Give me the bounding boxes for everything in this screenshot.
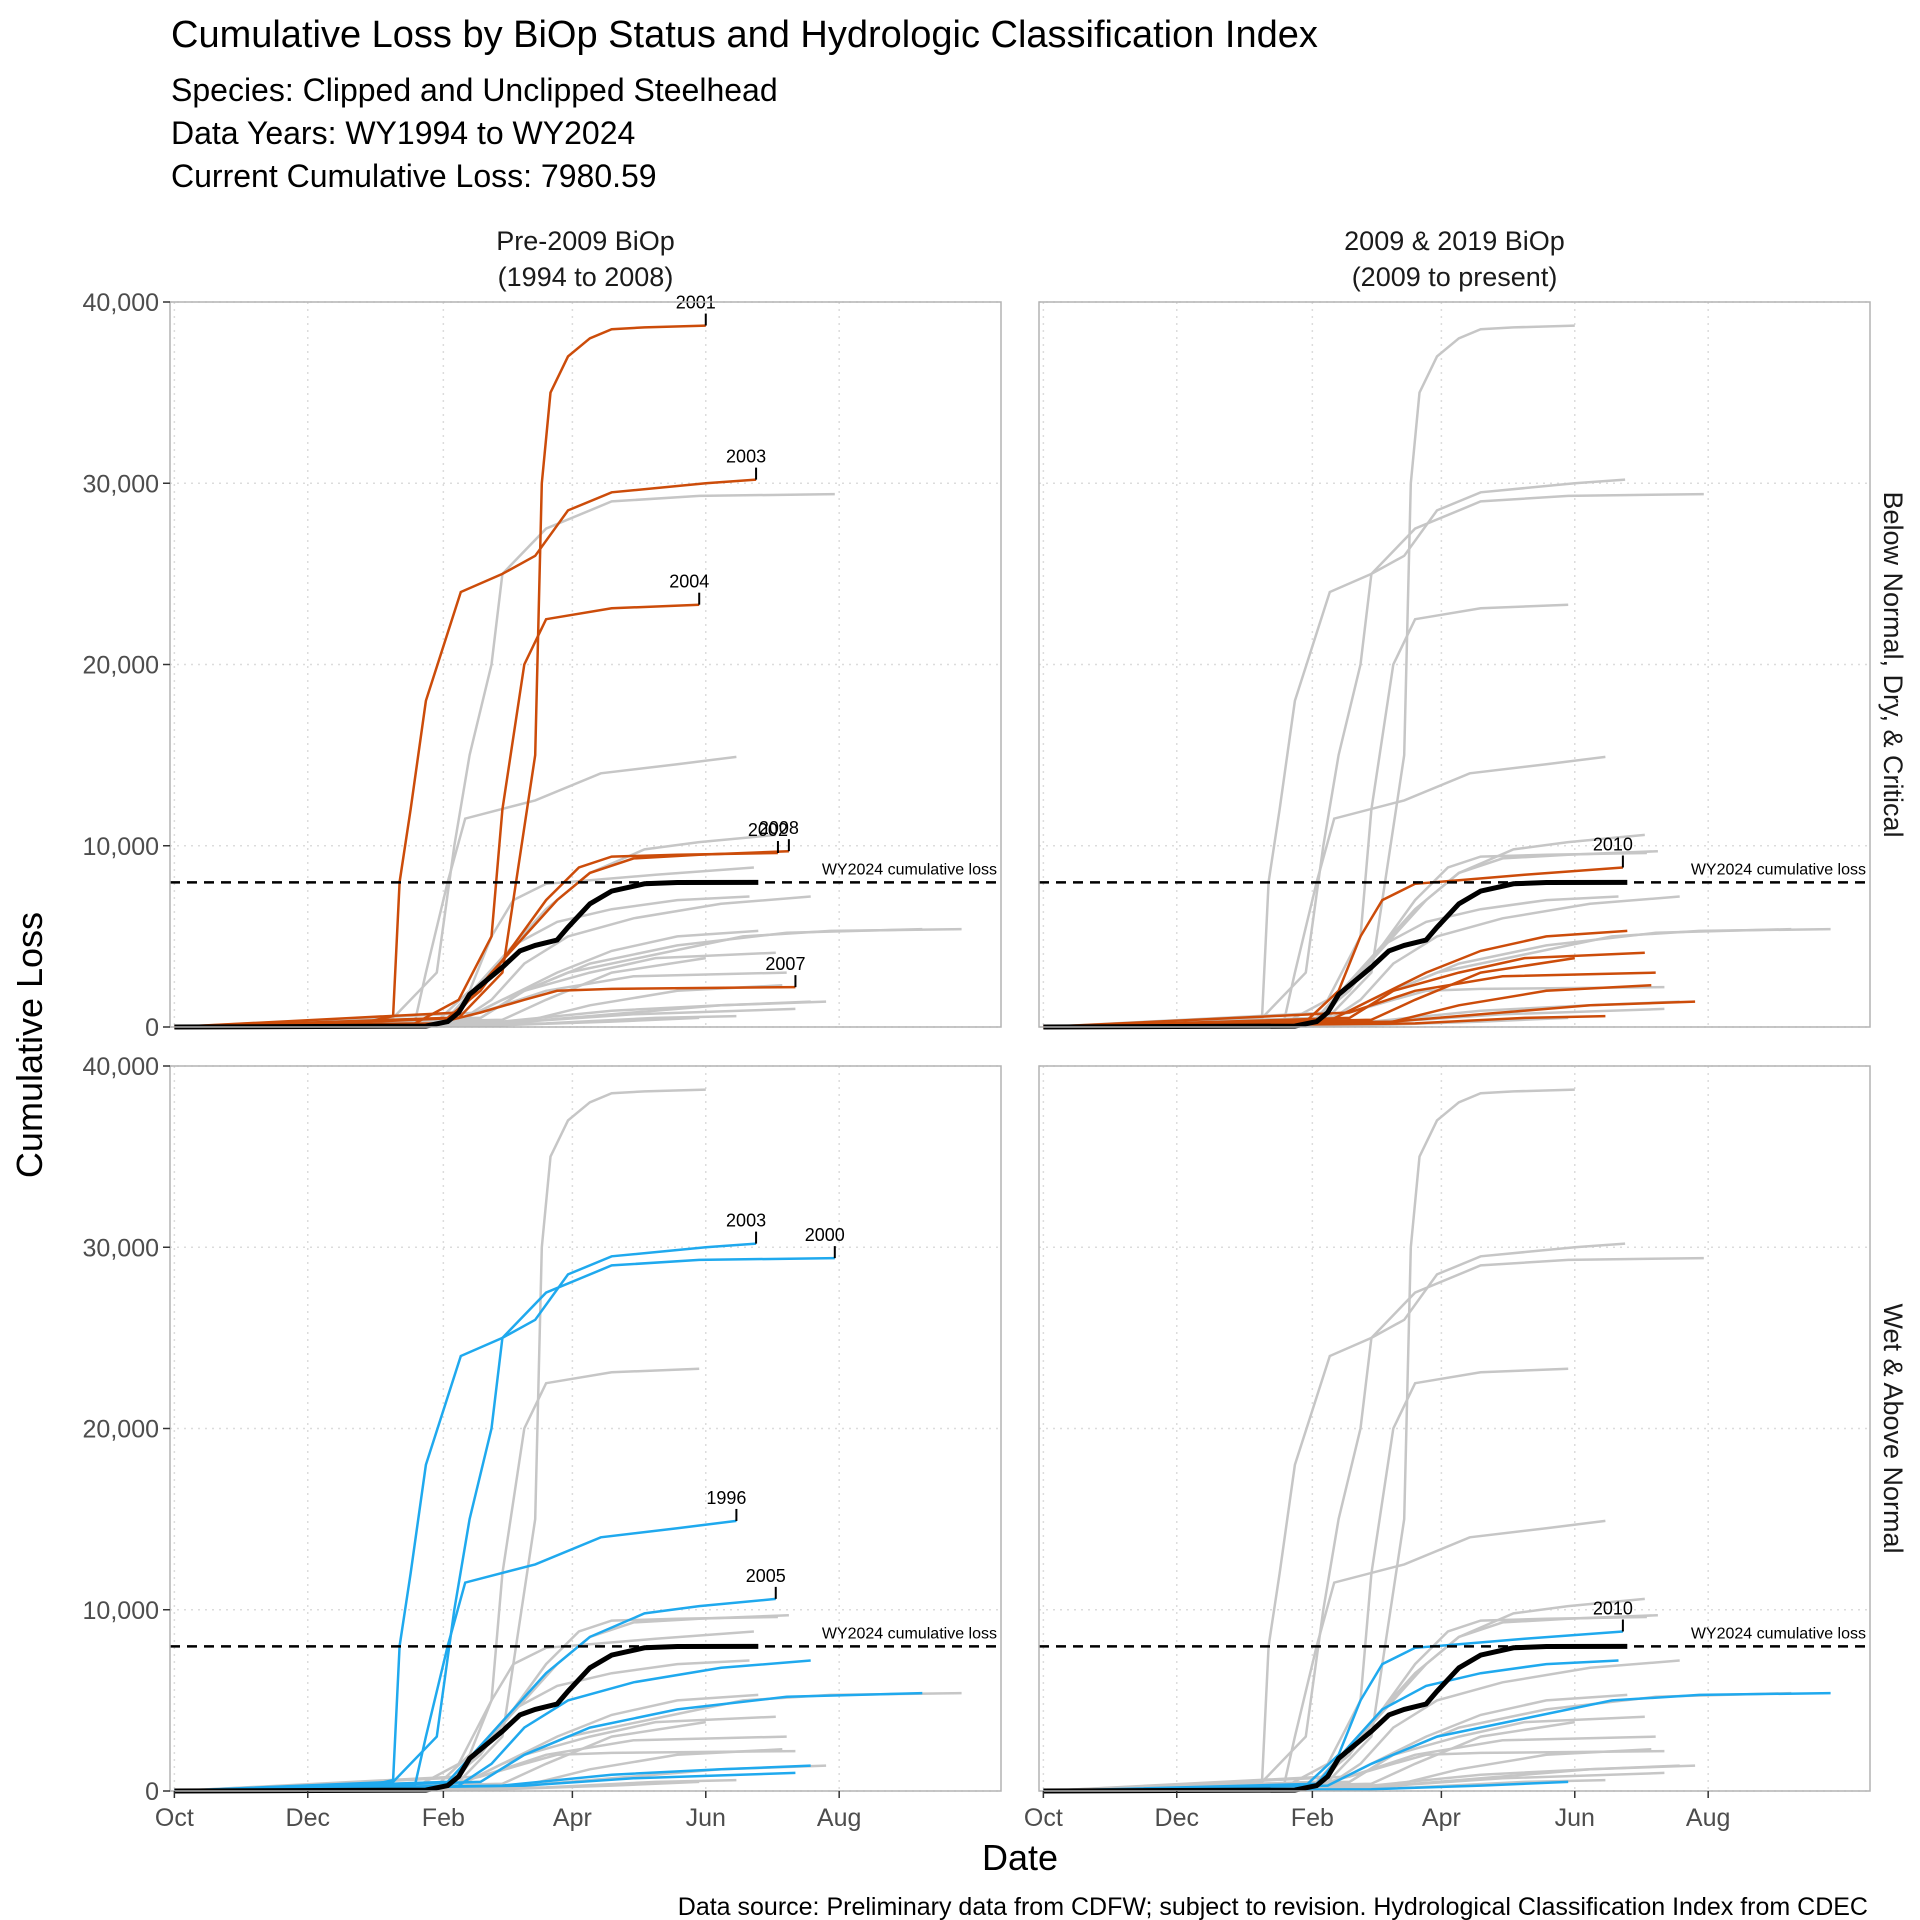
series-line: [1043, 1735, 1656, 1793]
x-tick-label: Feb: [1291, 1804, 1334, 1832]
column-strip: (2009 to present): [1352, 262, 1558, 292]
series-line: [174, 1691, 923, 1793]
series-label: 1996: [706, 1488, 746, 1508]
series-label: 2010: [1593, 1599, 1633, 1619]
current-line: [1043, 879, 1628, 1030]
reference-label: WY2024 cumulative loss: [1691, 861, 1866, 878]
y-tick-label: 40,000: [83, 289, 159, 317]
x-tick-label: Dec: [286, 1804, 330, 1832]
series-line: [246, 324, 706, 1029]
x-tick-label: Dec: [1155, 1804, 1199, 1832]
y-tick-label: 30,000: [83, 470, 159, 498]
x-tick-label: Oct: [1024, 1804, 1063, 1832]
series-line: [174, 895, 811, 1029]
x-tick-label: Feb: [422, 1804, 465, 1832]
series-label: 2003: [726, 447, 766, 467]
column-strip: 2009 & 2019 BiOp: [1344, 226, 1565, 256]
series-line: [1043, 951, 1645, 1029]
series-line: [1115, 324, 1575, 1029]
x-tick-label: Aug: [1686, 1804, 1730, 1832]
series-line: [174, 603, 700, 1029]
x-tick-label: Aug: [817, 1804, 861, 1832]
reference-label: WY2024 cumulative loss: [822, 861, 997, 878]
column-strip: (1994 to 2008): [498, 262, 674, 292]
x-tick-label: Jun: [1555, 1804, 1595, 1832]
series-line: [174, 1519, 737, 1793]
series-line: [1043, 866, 1623, 1029]
series-label: 2008: [759, 818, 799, 838]
y-tick-label: 10,000: [83, 833, 159, 861]
y-tick-label: 0: [145, 1778, 159, 1806]
x-tick-label: Apr: [1422, 1804, 1461, 1832]
series-label: 2007: [765, 954, 805, 974]
x-axis-label: Date: [982, 1837, 1058, 1878]
series-line: [174, 1630, 754, 1793]
series-label: 2005: [746, 1566, 786, 1586]
subtitle: Data Years: WY1994 to WY2024: [171, 115, 635, 151]
series-line: [1043, 1691, 1831, 1793]
series-line: [174, 1597, 776, 1793]
y-tick-label: 30,000: [83, 1234, 159, 1262]
reference-label: WY2024 cumulative loss: [822, 1625, 997, 1642]
series-label: 2003: [726, 1211, 766, 1231]
panel: [1039, 302, 1870, 1027]
series-line: [174, 755, 737, 1029]
panel: [1039, 1066, 1870, 1791]
row-strip: Wet & Above Normal: [1878, 1303, 1908, 1553]
subtitle: Current Cumulative Loss: 7980.59: [171, 158, 657, 194]
current-line: [1043, 1643, 1628, 1794]
y-tick-label: 20,000: [83, 652, 159, 680]
series-label: 2000: [805, 1225, 845, 1245]
row-strip: Below Normal, Dry, & Critical: [1878, 491, 1908, 837]
series-line: [1043, 971, 1656, 1029]
series-label: 2002: [748, 820, 788, 840]
y-axis-label: Cumulative Loss: [9, 912, 50, 1178]
y-tick-label: 0: [145, 1014, 159, 1042]
x-tick-label: Apr: [553, 1804, 592, 1832]
panel-border: [1038, 1065, 1871, 1792]
panel: [170, 302, 1001, 1027]
x-tick-label: Oct: [155, 1804, 194, 1832]
series-label: 2010: [1593, 835, 1633, 855]
y-tick-label: 10,000: [83, 1597, 159, 1625]
series-line: [246, 1088, 706, 1793]
series-line: [1043, 755, 1606, 1029]
series-label: 2004: [669, 572, 709, 592]
series-line: [1043, 1659, 1619, 1793]
x-tick-label: Jun: [686, 1804, 726, 1832]
panel-border: [1038, 301, 1871, 1028]
series-line: [1043, 956, 1575, 1029]
series-line: [1115, 1088, 1575, 1793]
reference-label: WY2024 cumulative loss: [1691, 1625, 1866, 1642]
y-tick-label: 40,000: [83, 1053, 159, 1081]
series-line: [1043, 1519, 1606, 1793]
caption: Data source: Preliminary data from CDFW;…: [678, 1893, 1868, 1920]
y-tick-label: 20,000: [83, 1416, 159, 1444]
panel: [170, 1066, 1001, 1791]
series-line: [174, 1659, 811, 1793]
series-line: [1043, 1630, 1623, 1793]
series-line: [174, 927, 923, 1029]
current-line: [174, 1643, 759, 1794]
current-line: [174, 879, 759, 1030]
chart-title: Cumulative Loss by BiOp Status and Hydro…: [171, 14, 1318, 56]
column-strip: Pre-2009 BiOp: [496, 226, 675, 256]
subtitle: Species: Clipped and Unclipped Steelhead: [171, 72, 778, 108]
